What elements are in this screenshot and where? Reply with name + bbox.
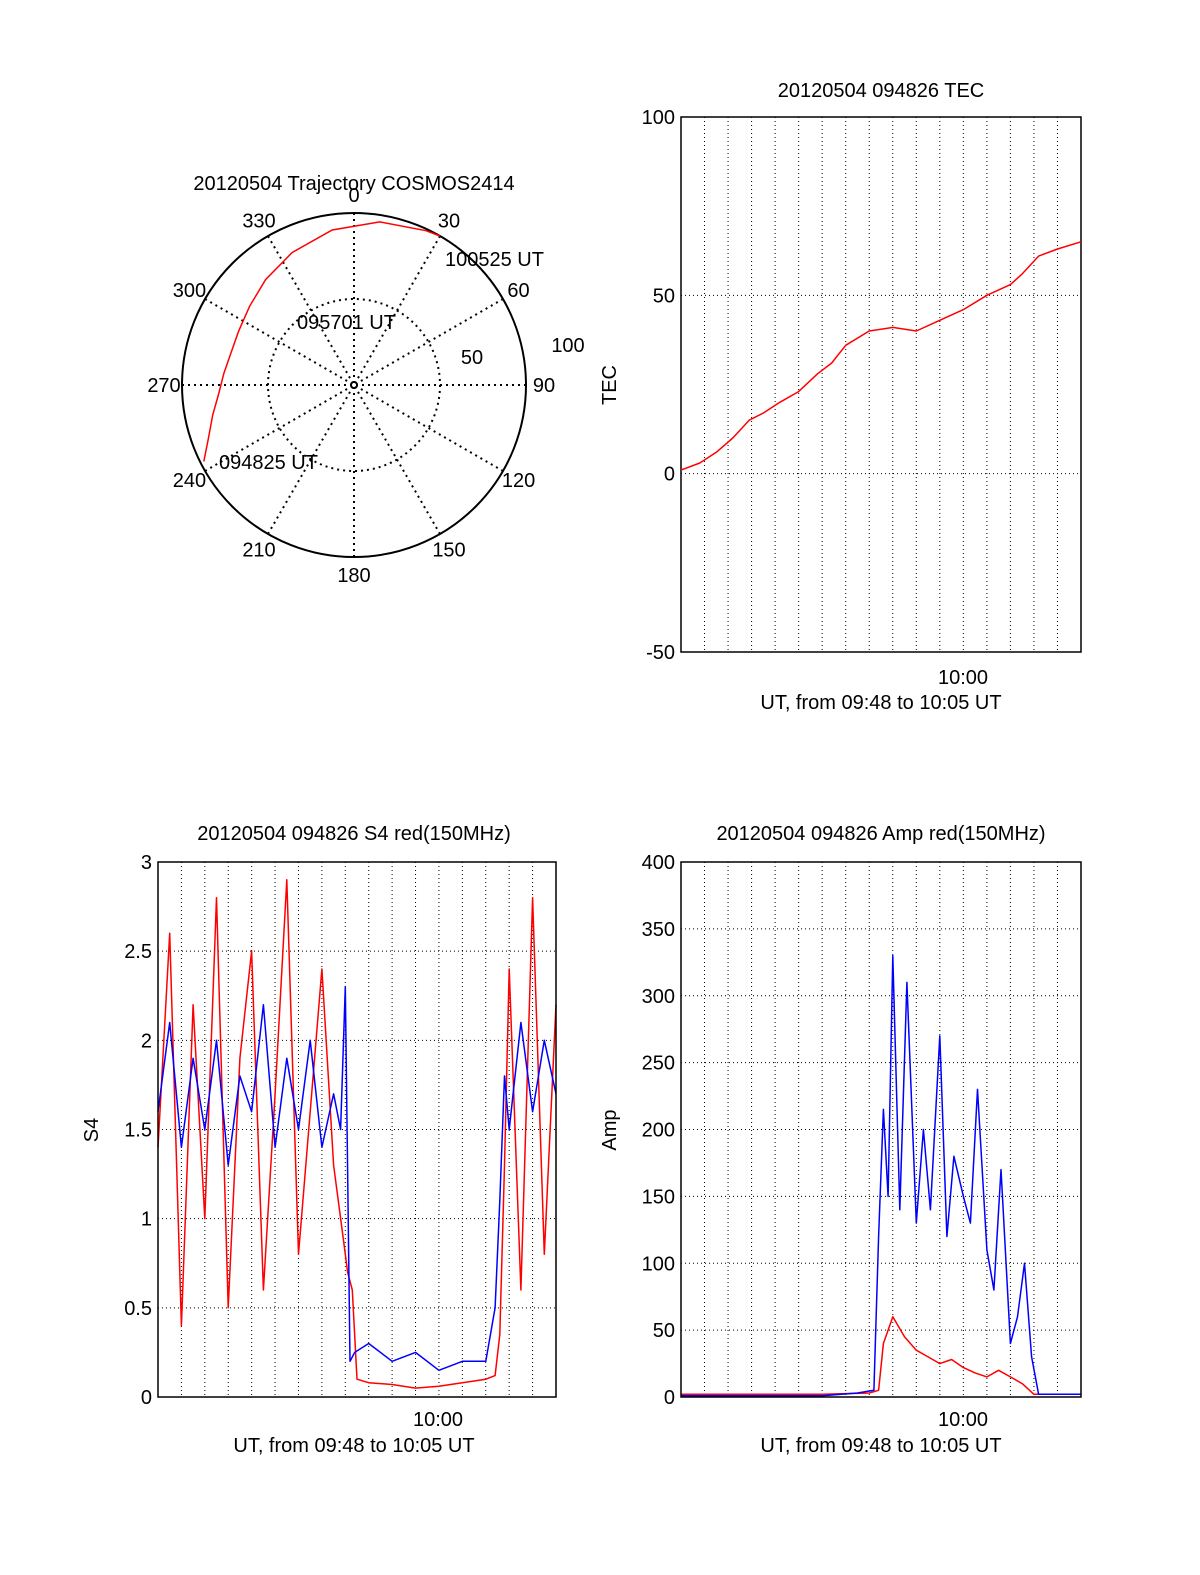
- y-tick-label: 0.5: [124, 1298, 152, 1320]
- s4-panel: 20120504 094826 S4 red(150MHz) 3 2.5 2 1.5 1…: [81, 823, 557, 1457]
- polar-azimuth-label: 90: [533, 375, 555, 397]
- y-tick-label: 3: [141, 852, 152, 874]
- y-tick-label: 100: [642, 1253, 675, 1275]
- s4-x-tick-label: 10:00: [413, 1409, 463, 1431]
- tec-y-ticks: 100 50 0 -50: [642, 107, 675, 664]
- s4-y-axis-label: S4: [81, 1118, 103, 1142]
- amp-panel: 20120504 094826 Amp red(150MHz) 400 350 30…: [599, 823, 1082, 1457]
- polar-azimuth-label: 0: [348, 185, 359, 207]
- y-tick-label: 300: [642, 986, 675, 1008]
- polar-azimuth-label: 180: [337, 565, 370, 587]
- polar-azimuth-label: 60: [507, 280, 529, 302]
- polar-radius-label-100: 100: [551, 335, 584, 357]
- series-line-1: [157, 986, 557, 1372]
- s4-series: [157, 879, 557, 1389]
- polar-azimuth-labels: 0 30 60 90 120 150 180 210 240 270 300 330: [147, 185, 555, 587]
- amp-x-tick-label: 10:00: [938, 1409, 988, 1431]
- amp-series: [681, 954, 1081, 1397]
- y-tick-label: 250: [642, 1053, 675, 1075]
- tec-series: [680, 241, 1082, 471]
- series-line-0: [681, 1316, 1081, 1396]
- annotation-start-time: 094825 UT: [219, 452, 318, 474]
- y-tick-label: 350: [642, 919, 675, 941]
- y-tick-label: 2.5: [124, 941, 152, 963]
- polar-azimuth-label: 210: [242, 540, 275, 562]
- trajectory-panel: 20120504 Trajectory COSMOS2414 0 30 60 90 12…: [147, 173, 584, 587]
- polar-azimuth-label: 150: [432, 540, 465, 562]
- series-line-1: [681, 954, 1081, 1397]
- polar-azimuth-label: 300: [173, 280, 206, 302]
- y-tick-label: 150: [642, 1186, 675, 1208]
- y-tick-label: 50: [653, 285, 675, 307]
- y-tick-label: 1.5: [124, 1120, 152, 1142]
- y-tick-label: 200: [642, 1120, 675, 1142]
- amp-y-ticks: 400 350 300 250 200 150 100 50 0: [642, 852, 675, 1409]
- s4-y-ticks: 3 2.5 2 1.5 1 0.5 0: [124, 852, 152, 1409]
- tec-panel: 20120504 094826 TEC 100 50 0 -50 10:00 UT, …: [599, 80, 1082, 714]
- polar-radius-label-50: 50: [461, 347, 483, 369]
- s4-title: 20120504 094826 S4 red(150MHz): [197, 823, 511, 845]
- tec-y-axis-label: TEC: [599, 365, 621, 405]
- polar-azimuth-label: 30: [438, 210, 460, 232]
- polar-azimuth-label: 330: [242, 210, 275, 232]
- y-tick-label: 400: [642, 852, 675, 874]
- amp-y-axis-label: Amp: [599, 1109, 621, 1150]
- polar-azimuth-label: 120: [502, 470, 535, 492]
- s4-frame: [157, 861, 557, 1398]
- y-tick-label: -50: [646, 642, 675, 664]
- series-line-0: [157, 879, 557, 1389]
- amp-frame: [680, 861, 1082, 1398]
- tec-title: 20120504 094826 TEC: [778, 80, 984, 102]
- trajectory-track: [203, 221, 441, 462]
- y-tick-label: 0: [141, 1387, 152, 1409]
- amp-grid: [681, 862, 1081, 1397]
- trajectory-title: 20120504 Trajectory COSMOS2414: [193, 173, 514, 195]
- y-tick-label: 100: [642, 107, 675, 129]
- polar-azimuth-label: 270: [147, 375, 180, 397]
- y-tick-label: 1: [141, 1209, 152, 1231]
- y-tick-label: 0: [664, 1387, 675, 1409]
- amp-x-axis-label: UT, from 09:48 to 10:05 UT: [760, 1435, 1001, 1457]
- annotation-mid-time: 095701 UT: [297, 312, 396, 334]
- tec-x-tick-label: 10:00: [938, 667, 988, 689]
- y-tick-label: 50: [653, 1320, 675, 1342]
- y-tick-label: 0: [664, 464, 675, 486]
- tec-grid: [681, 117, 1081, 652]
- tec-x-axis-label: UT, from 09:48 to 10:05 UT: [760, 692, 1001, 714]
- annotation-end-time: 100525 UT: [445, 249, 544, 271]
- series-line-0: [680, 241, 1082, 471]
- y-tick-label: 2: [141, 1030, 152, 1052]
- tec-frame: [680, 116, 1082, 653]
- polar-azimuth-label: 240: [173, 470, 206, 492]
- amp-title: 20120504 094826 Amp red(150MHz): [716, 823, 1045, 845]
- s4-x-axis-label: UT, from 09:48 to 10:05 UT: [233, 1435, 474, 1457]
